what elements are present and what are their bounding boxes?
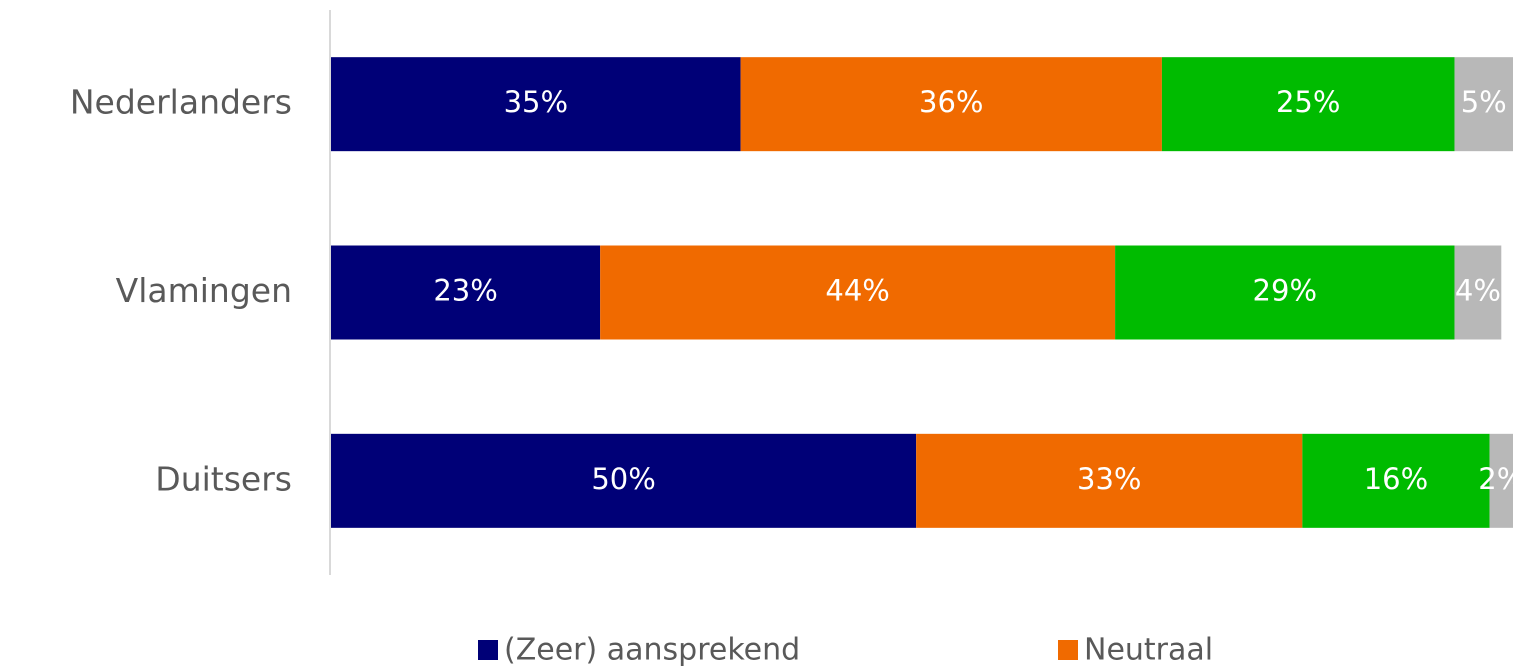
bar-segment (331, 245, 601, 340)
data-label: 29% (1253, 274, 1317, 308)
category-label: Duitsers (155, 459, 292, 498)
data-label: 25% (1276, 85, 1340, 119)
bar-segment (916, 433, 1303, 528)
data-label: 23% (433, 274, 497, 308)
bar-segment (1454, 57, 1513, 152)
bar-segment (1302, 433, 1490, 528)
data-label: 35% (504, 85, 568, 119)
legend-label: Neutraal (1084, 633, 1213, 668)
data-label: 36% (919, 85, 983, 119)
data-label: 4% (1455, 274, 1501, 308)
bar-segment (1489, 433, 1513, 528)
data-label: 5% (1461, 85, 1507, 119)
data-label: 33% (1077, 462, 1141, 496)
category-label: Nederlanders (70, 83, 292, 122)
bar-segment (331, 57, 741, 152)
legend-swatch (1058, 640, 1078, 660)
bar-segment (740, 57, 1162, 152)
data-label: 2% (1478, 462, 1516, 496)
bar-segment (1115, 245, 1455, 340)
legend-swatch (478, 640, 498, 660)
data-label: 16% (1364, 462, 1428, 496)
bar-segment (331, 433, 917, 528)
data-label: 44% (825, 274, 889, 308)
bar-segment (600, 245, 1116, 340)
legend-label: (Zeer) aansprekend (504, 633, 800, 668)
data-label: 50% (591, 462, 655, 496)
bar-segment (1161, 57, 1455, 152)
bar-segment (1454, 245, 1502, 340)
category-label: Vlamingen (116, 271, 292, 310)
